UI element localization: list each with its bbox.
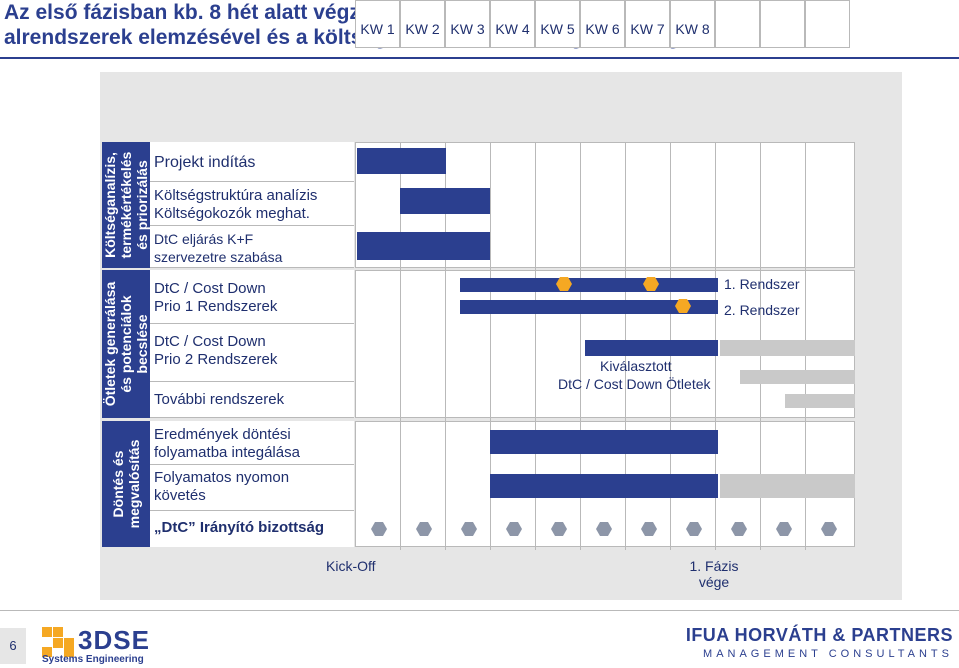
week-header-8: KW 8 [670, 0, 715, 48]
task-label: folyamatba integálása [154, 444, 300, 461]
task-label: További rendszerek [154, 391, 285, 408]
milestone-steering [776, 522, 792, 536]
task-steering-committee: „DtC” Irányító bizottság [150, 511, 354, 547]
logo-3dse: 3DSE Systems Engineering [42, 625, 162, 665]
grid-line [490, 142, 535, 550]
footer-divider [0, 610, 959, 611]
label-phase-end-line-2: vége [698, 574, 730, 590]
milestone-steering [551, 522, 567, 536]
phase-1-label-line-3: és priorizálás [134, 160, 150, 250]
bar-integrate-results [490, 430, 718, 454]
bar-further-systems [785, 394, 855, 408]
label-phase-end: 1. Fázis vége [686, 558, 742, 590]
task-label: szervezetre szabása [154, 249, 283, 265]
week-header-7: KW 7 [625, 0, 670, 48]
week-header-9 [715, 0, 760, 48]
phase-1-band: Költséganalízis, termékértékelés és prio… [102, 142, 150, 268]
3dse-mark-icon [42, 627, 74, 657]
task-label: DtC / Cost Down [154, 333, 266, 350]
logo-ifua-sub: MANAGEMENT CONSULTANTS [703, 648, 953, 660]
phase-3-band: Döntés és megvalósítás [102, 421, 150, 547]
phase-2-label-line-2: és potenciálok [118, 295, 134, 393]
task-dtc-process: DtC eljárás K+F szervezetre szabása [150, 226, 354, 268]
logo-ifua-name: IFUA HORVÁTH & PARTNERS [685, 625, 953, 645]
task-label: Prio 2 Rendszerek [154, 351, 278, 368]
label-kickoff: Kick-Off [326, 558, 376, 574]
phase-1-label-line-2: termékértékelés [118, 151, 134, 259]
task-label: követés [154, 487, 206, 504]
phase-2-label-line-3: becslése [134, 314, 150, 374]
task-label: „DtC” Irányító bizottság [154, 519, 325, 536]
task-label: Eredmények döntési [154, 426, 291, 443]
phase-1-label: Költséganalízis, termékértékelés és prio… [102, 152, 150, 259]
milestone-steering [506, 522, 522, 536]
title-divider [0, 57, 959, 59]
milestone-steering [821, 522, 837, 536]
bar-prio1-system2 [460, 300, 718, 314]
task-further-systems: További rendszerek [150, 382, 354, 418]
phase-2-band: Ötletek generálása és potenciálok becslé… [102, 270, 150, 418]
week-header-3: KW 3 [445, 0, 490, 48]
week-header-5: KW 5 [535, 0, 580, 48]
week-header-6: KW 6 [580, 0, 625, 48]
task-cost-structure: Költségstruktúra analízis Költségokozók … [150, 182, 354, 226]
milestone-steering [461, 522, 477, 536]
bar-project-start [357, 148, 446, 174]
week-header-2: KW 2 [400, 0, 445, 48]
bar-cost-structure [400, 188, 490, 214]
week-header-1: KW 1 [355, 0, 400, 48]
milestone-orange [643, 277, 659, 291]
grid-line [580, 142, 625, 550]
phase-1-label-line-1: Költséganalízis, [102, 152, 118, 258]
week-header-11 [805, 0, 850, 48]
milestone-steering [686, 522, 702, 536]
grid-line [400, 142, 445, 550]
logo-ifua: IFUA HORVÁTH & PARTNERS MANAGEMENT CONSU… [686, 625, 953, 660]
label-selected-line-1: Kiválasztott [600, 358, 672, 374]
phase-3-label: Döntés és megvalósítás [110, 440, 142, 529]
milestone-steering [416, 522, 432, 536]
task-label: Folyamatos nyomon [154, 469, 290, 486]
logo-3dse-sub: Systems Engineering [42, 654, 144, 665]
phase-2-label: Ötletek generálása és potenciálok becslé… [102, 282, 150, 407]
milestone-steering [596, 522, 612, 536]
task-label: DtC eljárás K+F [154, 231, 254, 247]
label-system-1: 1. Rendszer [724, 276, 800, 292]
task-label: Költségokozók meghat. [154, 205, 310, 222]
task-prio1: DtC / Cost Down Prio 1 Rendszerek [150, 270, 354, 324]
label-selected-line-2: DtC / Cost Down Ötletek [558, 376, 711, 392]
bar-monitoring-continuation [720, 474, 855, 498]
task-monitoring: Folyamatos nyomon követés [150, 465, 354, 511]
phase-3-label-line-2: megvalósítás [126, 439, 142, 529]
bar-prio1-system1 [460, 278, 718, 292]
bar-monitoring [490, 474, 718, 498]
week-header-10 [760, 0, 805, 48]
label-phase-end-line-1: 1. Fázis [689, 558, 739, 574]
milestone-orange [675, 299, 691, 313]
task-label: DtC / Cost Down [154, 280, 266, 297]
milestone-steering [731, 522, 747, 536]
phase-2-label-line-1: Ötletek generálása [102, 281, 118, 407]
bar-prio2-continuation [720, 340, 855, 356]
task-label: Projekt indítás [154, 154, 256, 171]
bar-grey-segment [740, 370, 855, 384]
milestone-orange [556, 277, 572, 291]
logo-3dse-name: 3DSE [78, 625, 150, 655]
task-project-start: Projekt indítás [150, 142, 354, 182]
task-integrate-results: Eredmények döntési folyamatba integálása [150, 421, 354, 465]
bar-prio2 [585, 340, 718, 356]
phase-3-label-line-1: Döntés és [110, 450, 126, 518]
grid-line [445, 142, 490, 550]
task-label: Prio 1 Rendszerek [154, 298, 278, 315]
task-label: Költségstruktúra analízis [154, 187, 318, 204]
grid-line [535, 142, 580, 550]
milestone-steering [641, 522, 657, 536]
page-number: 6 [0, 628, 26, 664]
milestone-steering [371, 522, 387, 536]
week-header-4: KW 4 [490, 0, 535, 48]
task-prio2: DtC / Cost Down Prio 2 Rendszerek [150, 324, 354, 382]
bar-dtc-process [357, 232, 490, 260]
label-system-2: 2. Rendszer [724, 302, 800, 318]
